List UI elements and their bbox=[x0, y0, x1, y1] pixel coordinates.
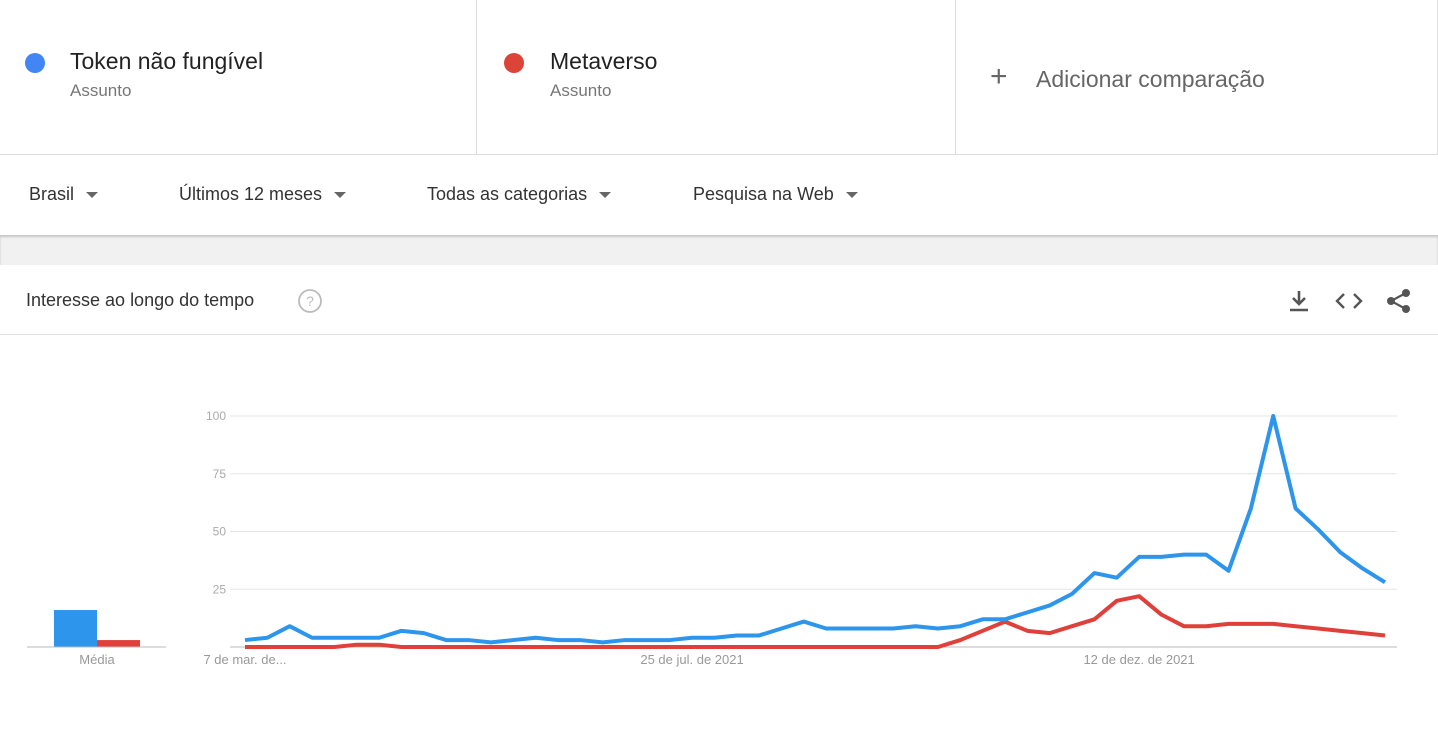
term-type: Assunto bbox=[70, 81, 132, 100]
average-bar bbox=[54, 610, 97, 647]
x-tick-label: 7 de mar. de... bbox=[203, 652, 286, 667]
plus-icon: + bbox=[990, 60, 1008, 93]
help-icon[interactable]: ? bbox=[296, 287, 324, 315]
filter-dropdown[interactable]: Todas as categorias bbox=[427, 184, 611, 205]
y-tick-label: 100 bbox=[206, 409, 226, 423]
y-tick-label: 50 bbox=[213, 525, 227, 539]
series-line bbox=[244, 414, 1387, 645]
embed-icon[interactable] bbox=[1334, 288, 1364, 314]
average-bar bbox=[97, 640, 140, 647]
download-icon[interactable] bbox=[1286, 288, 1312, 314]
term-name: Token não fungível bbox=[70, 48, 264, 74]
add-label: Adicionar comparação bbox=[1036, 66, 1265, 92]
chart: 25 50 75 100 Média 7 de mar. de... 25 de jul. … bbox=[27, 409, 1397, 667]
filter-dropdown[interactable]: Últimos 12 meses bbox=[179, 184, 346, 205]
y-tick-label: 25 bbox=[213, 582, 227, 596]
y-tick-label: 75 bbox=[213, 467, 227, 481]
x-tick-label: 12 de dez. de 2021 bbox=[1083, 652, 1194, 667]
divider bbox=[0, 154, 1438, 155]
add-comparison[interactable]: + Adicionar comparação bbox=[956, 0, 1438, 154]
divider bbox=[0, 334, 1438, 335]
chart-title: Interesse ao longo do tempo bbox=[26, 290, 255, 310]
compare-card[interactable]: Metaverso Assunto bbox=[477, 0, 956, 154]
filter-dropdown[interactable]: Brasil bbox=[29, 184, 98, 205]
series-dot bbox=[504, 53, 524, 73]
series-dot bbox=[25, 53, 45, 73]
svg-text:?: ? bbox=[306, 293, 314, 309]
x-tick-label: 25 de jul. de 2021 bbox=[640, 652, 743, 667]
term-name: Metaverso bbox=[550, 48, 658, 74]
average-label: Média bbox=[79, 652, 115, 667]
term-type: Assunto bbox=[550, 81, 612, 100]
share-icon[interactable] bbox=[1384, 286, 1414, 316]
series-line bbox=[245, 594, 1386, 649]
compare-card[interactable]: Token não fungível Assunto bbox=[0, 0, 477, 154]
separator bbox=[0, 235, 1438, 265]
filter-dropdown[interactable]: Pesquisa na Web bbox=[693, 184, 858, 205]
